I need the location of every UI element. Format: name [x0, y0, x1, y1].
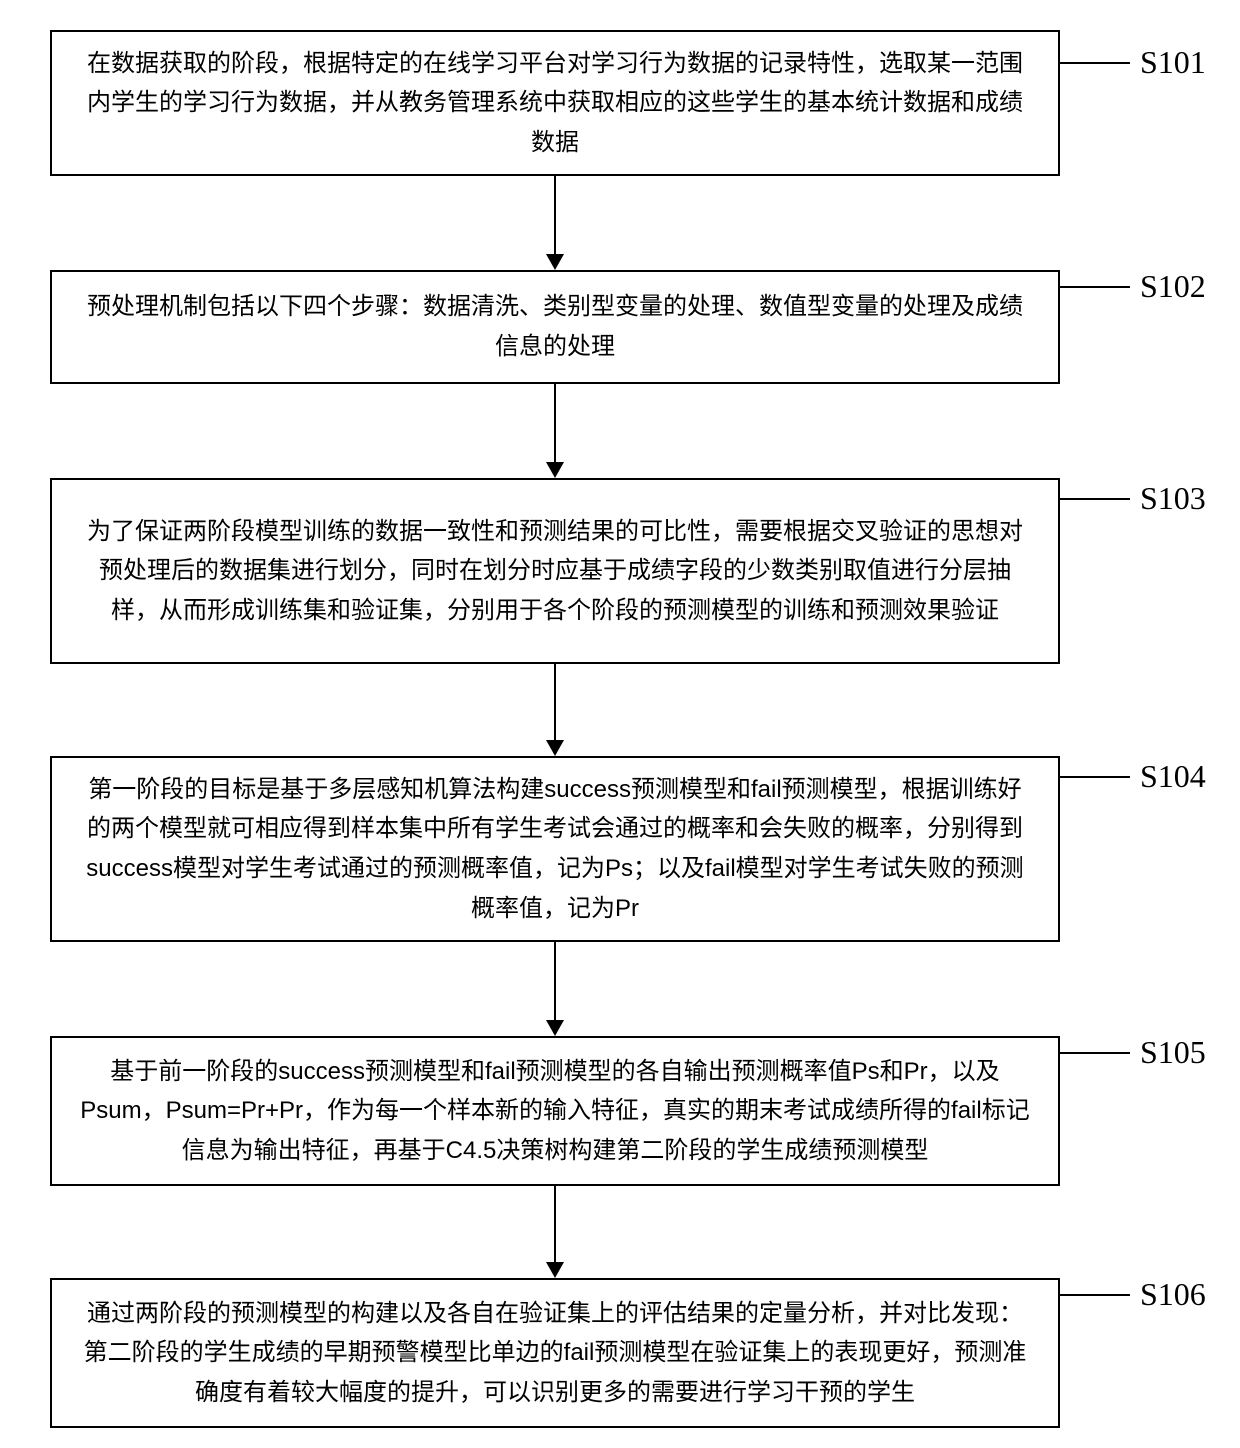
step-text-s105: 基于前一阶段的success预测模型和fail预测模型的各自输出预测概率值Ps和… [80, 1052, 1030, 1171]
label-line-s105 [1060, 1052, 1130, 1054]
step-box-s102: 预处理机制包括以下四个步骤：数据清洗、类别型变量的处理、数值型变量的处理及成绩信… [50, 270, 1060, 384]
step-text-s106: 通过两阶段的预测模型的构建以及各自在验证集上的评估结果的定量分析，并对比发现：第… [80, 1294, 1030, 1413]
arrow-head-icon [546, 1262, 564, 1278]
step-box-s105: 基于前一阶段的success预测模型和fail预测模型的各自输出预测概率值Ps和… [50, 1036, 1060, 1186]
arrow-line [554, 942, 556, 1020]
step-label-s106: S106 [1140, 1276, 1206, 1313]
arrow-s103-s104 [545, 664, 565, 756]
step-box-s104: 第一阶段的目标是基于多层感知机算法构建success预测模型和fail预测模型，… [50, 756, 1060, 942]
label-line-s103 [1060, 498, 1130, 500]
label-line-s102 [1060, 286, 1130, 288]
step-label-s103: S103 [1140, 480, 1206, 517]
arrow-s105-s106 [545, 1186, 565, 1278]
arrow-line [554, 1186, 556, 1262]
arrow-line [554, 176, 556, 254]
step-text-s102: 预处理机制包括以下四个步骤：数据清洗、类别型变量的处理、数值型变量的处理及成绩信… [80, 287, 1030, 366]
step-box-s101: 在数据获取的阶段，根据特定的在线学习平台对学习行为数据的记录特性，选取某一范围内… [50, 30, 1060, 176]
step-text-s103: 为了保证两阶段模型训练的数据一致性和预测结果的可比性，需要根据交叉验证的思想对预… [80, 512, 1030, 631]
arrow-s104-s105 [545, 942, 565, 1036]
step-text-s101: 在数据获取的阶段，根据特定的在线学习平台对学习行为数据的记录特性，选取某一范围内… [80, 44, 1030, 163]
arrow-s102-s103 [545, 384, 565, 478]
step-label-s101: S101 [1140, 44, 1206, 81]
step-label-s104: S104 [1140, 758, 1206, 795]
step-box-s103: 为了保证两阶段模型训练的数据一致性和预测结果的可比性，需要根据交叉验证的思想对预… [50, 478, 1060, 664]
arrow-s101-s102 [545, 176, 565, 270]
arrow-line [554, 384, 556, 462]
step-label-s102: S102 [1140, 268, 1206, 305]
arrow-line [554, 664, 556, 740]
arrow-head-icon [546, 254, 564, 270]
label-line-s106 [1060, 1294, 1130, 1296]
step-box-s106: 通过两阶段的预测模型的构建以及各自在验证集上的评估结果的定量分析，并对比发现：第… [50, 1278, 1060, 1428]
step-text-s104: 第一阶段的目标是基于多层感知机算法构建success预测模型和fail预测模型，… [80, 770, 1030, 928]
label-line-s104 [1060, 776, 1130, 778]
arrow-head-icon [546, 1020, 564, 1036]
arrow-head-icon [546, 462, 564, 478]
arrow-head-icon [546, 740, 564, 756]
label-line-s101 [1060, 62, 1130, 64]
step-label-s105: S105 [1140, 1034, 1206, 1071]
